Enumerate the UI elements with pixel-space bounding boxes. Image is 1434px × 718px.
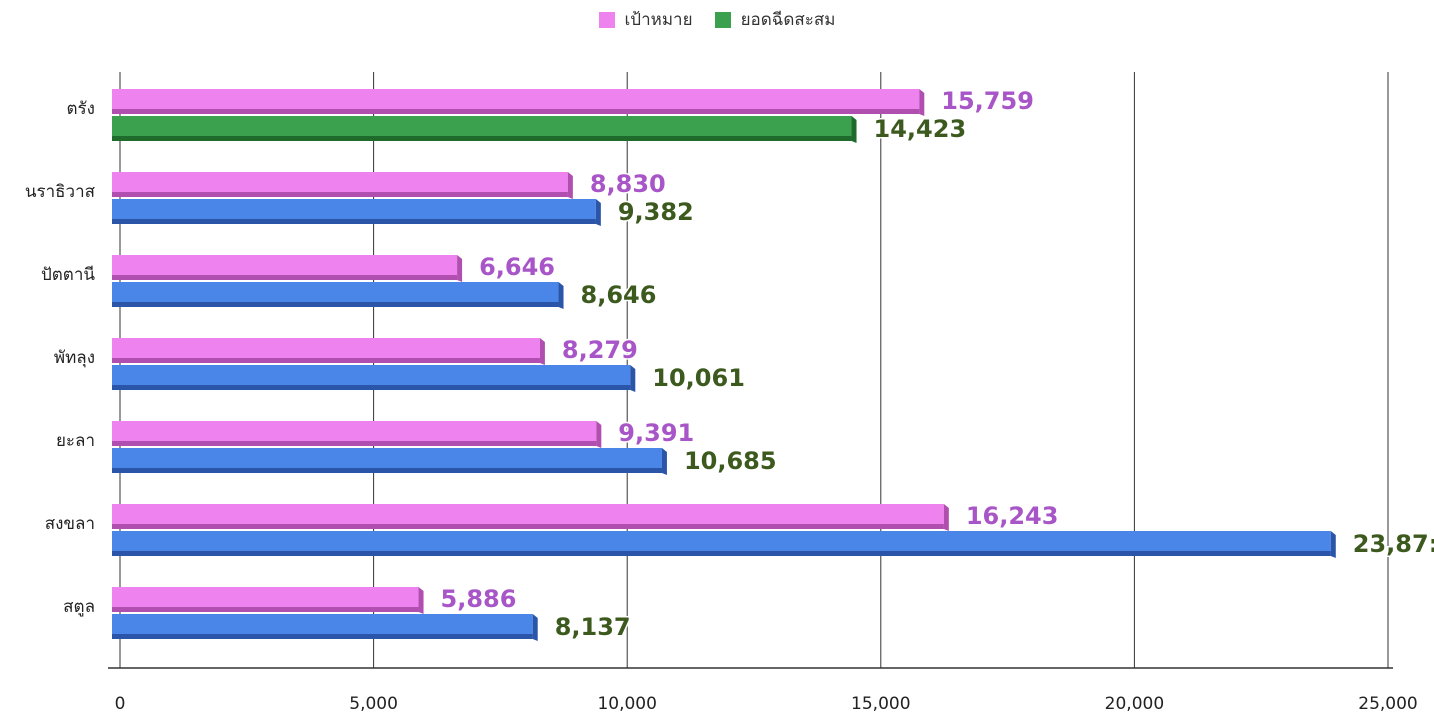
bar-actual-shadow — [112, 136, 852, 141]
bar-target-shadow — [112, 607, 419, 612]
bar-target-shadow — [112, 275, 458, 280]
x-tick-label: 20,000 — [1105, 694, 1164, 714]
bar-actual-shadow — [112, 385, 631, 390]
data-label-target: 5,886 — [441, 585, 517, 613]
bar-actual-side — [532, 614, 538, 641]
data-label-actual: 10,061 — [652, 364, 745, 392]
data-label-actual: 14,423 — [874, 115, 967, 143]
bar-target-side — [539, 338, 545, 365]
data-label-target: 8,830 — [590, 170, 666, 198]
bar-target-shadow — [112, 524, 944, 529]
y-category-label: สตูล — [63, 597, 95, 617]
bar-actual-shadow — [112, 468, 662, 473]
legend-label-actual: ยอดฉีดสะสม — [740, 10, 836, 30]
data-label-actual: 8,646 — [581, 281, 657, 309]
legend-item-actual: ยอดฉีดสะสม — [714, 6, 836, 33]
bar-actual-side — [630, 365, 636, 392]
data-label-actual: 9,382 — [618, 198, 694, 226]
legend-item-target: เป้าหมาย — [598, 6, 693, 33]
data-label-actual: 8,137 — [555, 613, 631, 641]
bar-target-side — [596, 421, 602, 448]
x-tick-label: 0 — [115, 694, 126, 714]
bar-actual-shadow — [112, 634, 533, 639]
y-category-label: ยะลา — [56, 431, 95, 451]
data-label-target: 16,243 — [966, 502, 1059, 530]
bar-actual-side — [851, 116, 857, 143]
x-tick-label: 10,000 — [597, 694, 656, 714]
data-label-target: 8,279 — [562, 336, 638, 364]
bar-target-side — [919, 89, 925, 116]
bar-actual-side — [661, 448, 667, 475]
legend-swatch-target — [598, 11, 615, 28]
bar-actual-shadow — [112, 219, 596, 224]
bar-target-shadow — [112, 192, 568, 197]
x-tick-label: 5,000 — [349, 694, 398, 714]
bar-target-side — [567, 172, 573, 199]
legend: เป้าหมาย ยอดฉีดสะสม — [0, 6, 1434, 33]
y-category-label: สงขลา — [45, 514, 95, 534]
data-label-target: 6,646 — [479, 253, 555, 281]
y-category-label: ปัตตานี — [41, 265, 95, 285]
data-label-actual: 10,685 — [684, 447, 777, 475]
y-category-label: พัทลุง — [54, 348, 95, 368]
bar-actual-side — [595, 199, 601, 226]
bar-target-shadow — [112, 109, 920, 114]
data-label-target: 9,391 — [618, 419, 694, 447]
bar-target-side — [418, 587, 424, 614]
bar-target-shadow — [112, 441, 597, 446]
data-label-target: 15,759 — [941, 87, 1034, 115]
legend-swatch-actual — [714, 11, 731, 28]
bar-actual-side — [1330, 531, 1336, 558]
legend-label-target: เป้าหมาย — [624, 10, 693, 30]
bar-target-side — [457, 255, 463, 282]
x-tick-label: 15,000 — [851, 694, 910, 714]
bar-target-side — [943, 504, 949, 531]
bar-target-shadow — [112, 358, 540, 363]
y-category-label: นราธิวาส — [25, 182, 96, 202]
bar-actual-shadow — [112, 302, 559, 307]
y-category-label: ตรัง — [67, 99, 95, 119]
bar-actual-side — [558, 282, 564, 309]
bar-actual-shadow — [112, 551, 1331, 556]
x-tick-label: 25,000 — [1358, 694, 1417, 714]
data-label-actual: 23,87: — [1353, 530, 1434, 558]
